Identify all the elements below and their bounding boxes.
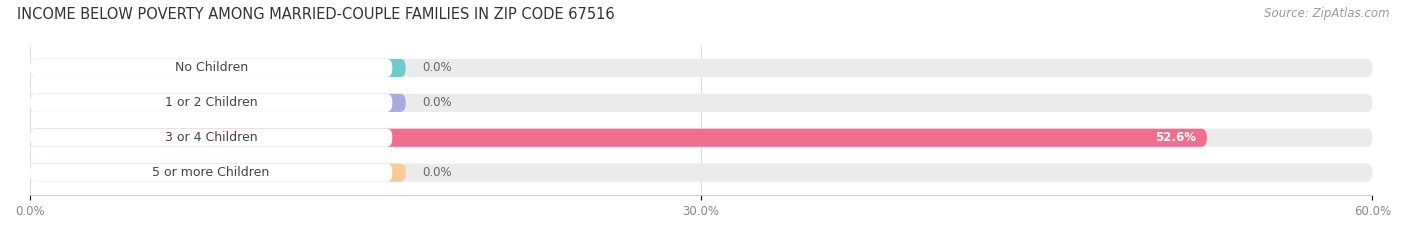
- FancyBboxPatch shape: [30, 94, 406, 112]
- Text: 52.6%: 52.6%: [1156, 131, 1197, 144]
- FancyBboxPatch shape: [30, 164, 406, 182]
- Text: 5 or more Children: 5 or more Children: [152, 166, 270, 179]
- FancyBboxPatch shape: [30, 59, 1372, 77]
- FancyBboxPatch shape: [30, 59, 406, 77]
- Text: No Children: No Children: [174, 62, 247, 75]
- Text: 0.0%: 0.0%: [422, 62, 451, 75]
- Text: INCOME BELOW POVERTY AMONG MARRIED-COUPLE FAMILIES IN ZIP CODE 67516: INCOME BELOW POVERTY AMONG MARRIED-COUPL…: [17, 7, 614, 22]
- FancyBboxPatch shape: [30, 94, 392, 112]
- Text: Source: ZipAtlas.com: Source: ZipAtlas.com: [1264, 7, 1389, 20]
- FancyBboxPatch shape: [30, 59, 392, 77]
- Text: 0.0%: 0.0%: [422, 96, 451, 109]
- FancyBboxPatch shape: [30, 164, 392, 182]
- Text: 1 or 2 Children: 1 or 2 Children: [165, 96, 257, 109]
- FancyBboxPatch shape: [30, 129, 1372, 147]
- FancyBboxPatch shape: [30, 129, 1206, 147]
- FancyBboxPatch shape: [30, 129, 392, 147]
- FancyBboxPatch shape: [30, 94, 1372, 112]
- Text: 0.0%: 0.0%: [422, 166, 451, 179]
- Text: 3 or 4 Children: 3 or 4 Children: [165, 131, 257, 144]
- FancyBboxPatch shape: [30, 164, 1372, 182]
